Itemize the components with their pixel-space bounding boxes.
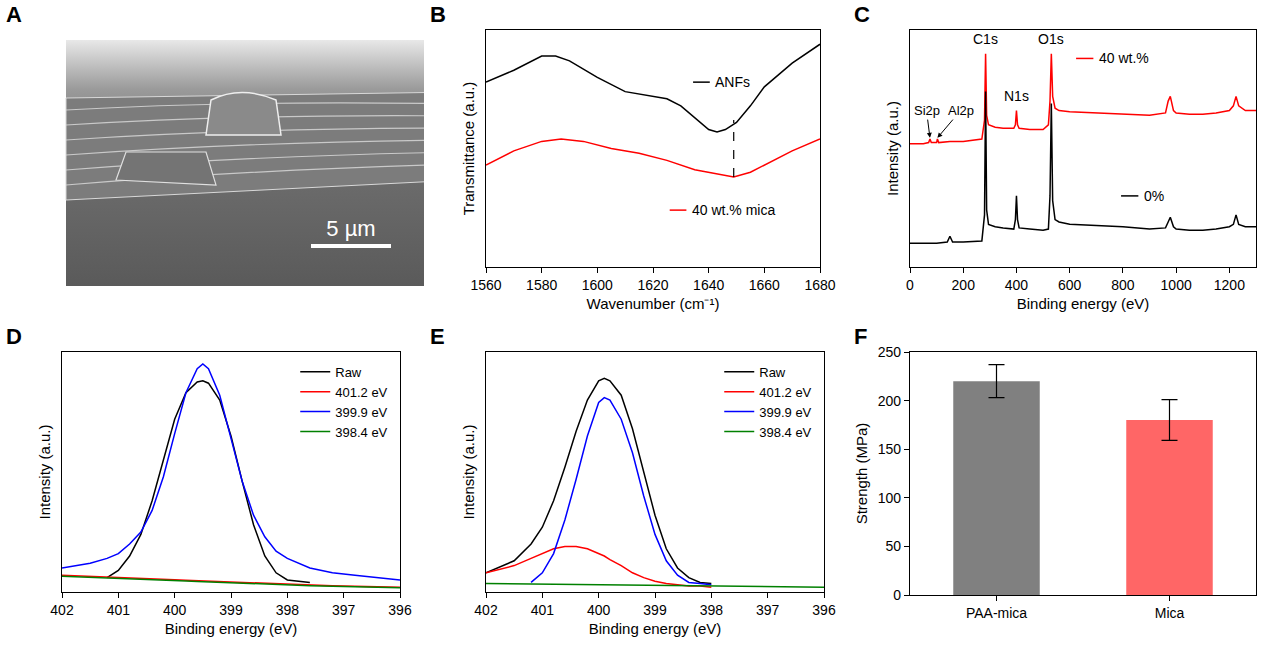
- svg-text:400: 400: [163, 602, 187, 618]
- svg-text:1660: 1660: [749, 277, 780, 293]
- svg-text:402: 402: [474, 602, 498, 618]
- svg-text:Mica: Mica: [1155, 605, 1185, 621]
- svg-text:1580: 1580: [526, 277, 557, 293]
- svg-text:Wavenumber (cm⁻¹): Wavenumber (cm⁻¹): [587, 295, 720, 312]
- html-text:E: E: [430, 324, 445, 349]
- svg-text:1200: 1200: [1214, 277, 1245, 293]
- svg-text:399.9 eV: 399.9 eV: [759, 405, 811, 420]
- html-text:F: F: [854, 324, 868, 349]
- svg-text:N1s: N1s: [1004, 88, 1029, 104]
- svg-text:398.4 eV: 398.4 eV: [759, 425, 811, 440]
- svg-text:399.9 eV: 399.9 eV: [335, 405, 387, 420]
- svg-text:402: 402: [50, 602, 74, 618]
- svg-text:600: 600: [1058, 277, 1082, 293]
- svg-text:400: 400: [587, 602, 611, 618]
- svg-text:398: 398: [276, 602, 300, 618]
- svg-text:Intensity (a.u.): Intensity (a.u.): [36, 424, 53, 519]
- svg-text:396: 396: [812, 602, 836, 618]
- svg-text:401.2 eV: 401.2 eV: [759, 385, 811, 400]
- svg-text:800: 800: [1111, 277, 1135, 293]
- svg-text:396: 396: [388, 602, 412, 618]
- svg-text:0%: 0%: [1144, 188, 1164, 204]
- svg-text:200: 200: [878, 393, 902, 409]
- svg-text:Transmittance (a.u.): Transmittance (a.u.): [460, 82, 477, 216]
- svg-text:Intensity (a.u.): Intensity (a.u.): [460, 424, 477, 519]
- html-text:C: C: [854, 2, 870, 27]
- svg-text:400: 400: [1005, 277, 1029, 293]
- svg-text:1680: 1680: [804, 277, 835, 293]
- svg-text:150: 150: [878, 441, 902, 457]
- svg-text:1000: 1000: [1161, 277, 1192, 293]
- svg-text:40 wt.%: 40 wt.%: [1099, 50, 1149, 66]
- svg-text:50: 50: [885, 538, 901, 554]
- svg-text:399: 399: [643, 602, 667, 618]
- svg-text:Binding energy (eV): Binding energy (eV): [589, 620, 722, 637]
- svg-text:O1s: O1s: [1038, 31, 1064, 47]
- svg-text:ANFs: ANFs: [715, 74, 750, 90]
- svg-text:Binding energy (eV): Binding energy (eV): [1017, 295, 1150, 312]
- svg-text:399: 399: [219, 602, 243, 618]
- svg-text:200: 200: [952, 277, 976, 293]
- svg-text:5 µm: 5 µm: [326, 216, 375, 241]
- svg-text:401.2 eV: 401.2 eV: [335, 385, 387, 400]
- svg-text:Binding energy (eV): Binding energy (eV): [165, 620, 298, 637]
- svg-text:401: 401: [107, 602, 131, 618]
- html-text:D: D: [6, 324, 22, 349]
- svg-text:Raw: Raw: [759, 365, 786, 380]
- svg-text:C1s: C1s: [973, 31, 998, 47]
- svg-text:1560: 1560: [470, 277, 501, 293]
- svg-text:0: 0: [906, 277, 914, 293]
- html-text:B: B: [430, 2, 446, 27]
- svg-text:PAA-mica: PAA-mica: [966, 605, 1027, 621]
- svg-text:250: 250: [878, 344, 902, 360]
- svg-text:Raw: Raw: [335, 365, 362, 380]
- svg-text:398.4 eV: 398.4 eV: [335, 425, 387, 440]
- svg-text:398: 398: [700, 602, 724, 618]
- svg-text:Al2p: Al2p: [948, 103, 974, 118]
- svg-text:1620: 1620: [637, 277, 668, 293]
- svg-text:1600: 1600: [582, 277, 613, 293]
- svg-text:Intensity (a.u.): Intensity (a.u.): [884, 101, 901, 196]
- svg-text:0: 0: [893, 587, 901, 603]
- svg-text:Si2p: Si2p: [914, 103, 940, 118]
- svg-text:Strength (MPa): Strength (MPa): [853, 423, 870, 525]
- svg-text:401: 401: [531, 602, 555, 618]
- svg-text:100: 100: [878, 490, 902, 506]
- svg-text:40 wt.% mica: 40 wt.% mica: [692, 202, 775, 218]
- svg-text:397: 397: [332, 602, 356, 618]
- html-text:A: A: [6, 2, 22, 27]
- svg-text:397: 397: [756, 602, 780, 618]
- svg-text:1640: 1640: [693, 277, 724, 293]
